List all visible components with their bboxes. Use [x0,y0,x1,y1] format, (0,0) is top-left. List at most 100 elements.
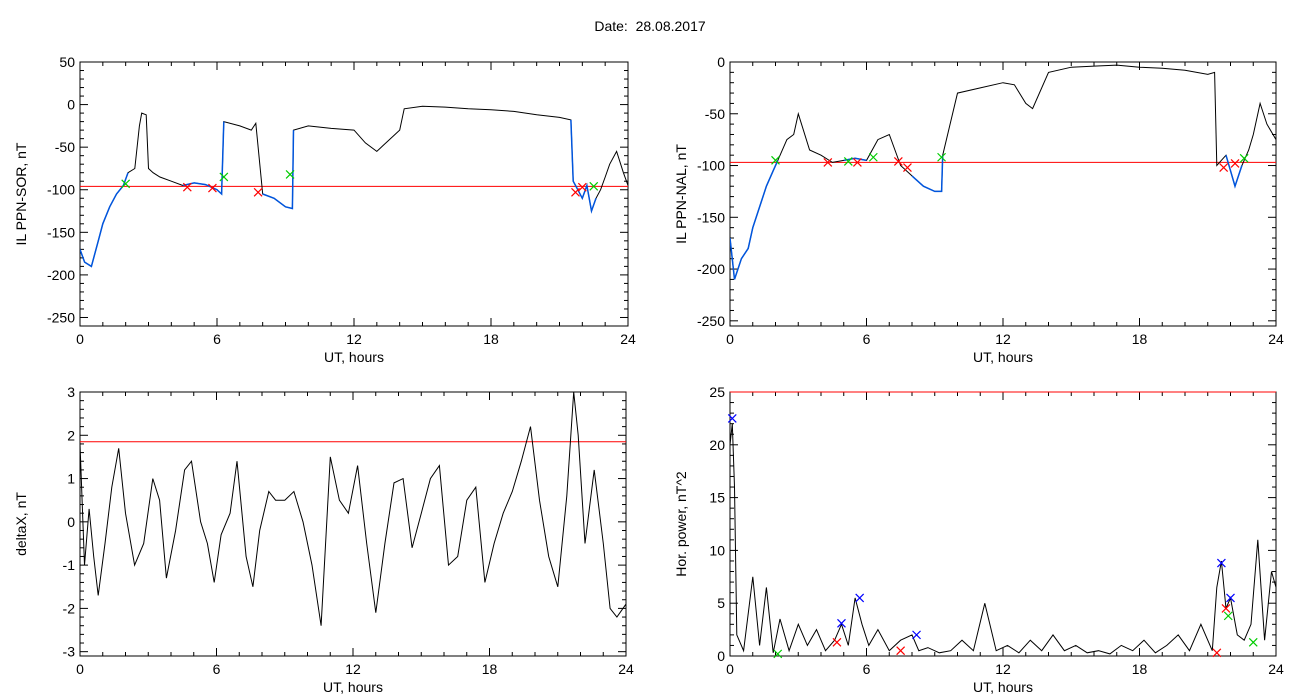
x-tick-label: 0 [726,331,734,347]
y-tick-label: 20 [709,437,725,453]
x-tick-label: 24 [1268,661,1284,677]
highlight-segment [843,157,867,162]
x-tick-label: 0 [76,661,84,677]
x-tick-label: 18 [1132,661,1148,677]
x-tick-label: 6 [213,331,221,347]
y-tick-label: 0 [717,54,725,70]
marker-green [589,181,599,191]
marker-blue [1216,558,1226,568]
y-axis-label: Hor. power, nT^2 [673,471,689,577]
marker-blue [837,618,846,628]
y-tick-label: -1 [63,557,76,573]
x-tick-label: 24 [618,661,634,677]
y-tick-label: 50 [59,54,75,70]
y-tick-label: -2 [63,600,76,616]
series-line [730,423,1276,655]
marker-blue [855,593,865,603]
y-tick-label: -100 [697,158,725,174]
y-tick-label: -200 [697,261,725,277]
x-tick-label: 12 [995,661,1011,677]
x-tick-label: 12 [345,661,361,677]
marker-green [1248,637,1258,647]
marker-green [219,172,229,182]
marker-red [1221,604,1231,613]
x-tick-label: 6 [863,331,871,347]
marker-blue [727,413,737,423]
marker-blue [1226,593,1235,603]
x-tick-label: 12 [346,331,362,347]
x-tick-label: 18 [483,331,499,347]
x-tick-label: 6 [213,661,221,677]
x-tick-label: 6 [863,661,871,677]
y-tick-label: -250 [697,313,725,329]
y-axis-label: deltaX, nT [13,492,29,556]
x-axis-label: UT, hours [323,679,383,695]
x-axis-label: UT, hours [973,349,1033,365]
marker-red [896,646,906,656]
y-tick-label: 0 [67,97,75,113]
marker-blue [912,630,921,640]
x-axis-label: UT, hours [973,679,1033,695]
marker-red [577,182,587,192]
plot-frame [729,391,1277,657]
y-tick-label: -150 [47,224,75,240]
highlight-segment [80,172,129,268]
highlight-segment [182,121,225,196]
marker-red [253,187,263,197]
x-tick-label: 18 [482,661,498,677]
marker-red [893,156,903,166]
marker-green [1223,611,1233,621]
x-tick-label: 0 [726,661,734,677]
marker-green [868,152,878,162]
x-tick-label: 12 [995,331,1011,347]
marker-red [1219,163,1229,173]
plot-frame [79,61,629,327]
marker-green [121,179,131,189]
y-tick-label: 1 [67,471,75,487]
marker-green [771,155,780,165]
y-tick-label: 3 [67,384,75,400]
x-tick-label: 24 [1268,331,1284,347]
y-tick-label: -100 [47,182,75,198]
x-tick-label: 0 [76,331,84,347]
plot-frame [729,61,1277,327]
y-tick-label: -150 [697,209,725,225]
panel-1: 0 6 12 18 24 50 0 -50 -100 -150 -200 -250 UT, hours I… [13,54,636,365]
marker-red [1230,159,1240,168]
marker-red [1212,648,1222,658]
y-tick-label: 25 [709,384,725,400]
marker-red [852,157,862,167]
y-axis-label: IL PPN-SOR, nT [13,142,29,245]
y-tick-label: 5 [717,595,725,611]
chart-title: Date: 28.08.2017 [594,18,706,34]
y-tick-label: -3 [63,644,76,660]
marker-green [1239,153,1249,163]
marker-red [832,637,842,647]
y-tick-label: 15 [709,490,725,506]
y-tick-label: -50 [55,139,75,155]
highlight-segment [730,160,779,280]
marker-red [182,182,192,192]
y-tick-label: 0 [717,648,725,664]
marker-green [937,152,946,162]
panel-3: 0 6 12 18 24 3 2 1 0 -1 -2 -3 UT, hours deltaX, nT [13,384,634,695]
panel-2: 0 6 12 18 24 0 -50 -100 -150 -200 -250 UT, hours IL … [673,54,1284,365]
marker-red [903,163,912,173]
series-line [730,64,1276,280]
y-tick-label: 2 [67,427,75,443]
y-tick-label: -250 [47,309,75,325]
x-tick-label: 18 [1132,331,1148,347]
x-axis-label: UT, hours [324,349,384,365]
x-tick-label: 24 [620,331,636,347]
marker-red [208,183,217,193]
y-tick-label: -200 [47,267,75,283]
y-axis-label: IL PPN-NAL, nT [673,144,689,244]
y-tick-label: 0 [67,514,75,530]
highlight-segment [262,130,295,210]
marker-red [823,157,833,167]
marker-green [773,649,783,659]
highlight-segment [1225,154,1243,189]
marker-green [843,156,853,166]
marker-green [285,169,295,179]
